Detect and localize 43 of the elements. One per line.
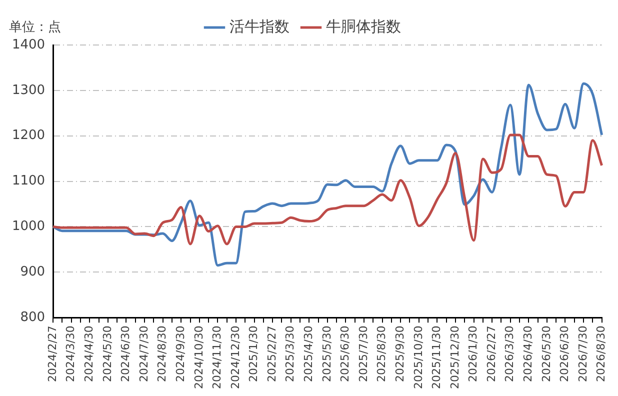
- x-tick-label: 2024/11/30: [210, 326, 224, 390]
- x-tick-label: 2024/9/30: [174, 326, 187, 382]
- x-tick-label: 2025/11/30: [430, 326, 444, 390]
- y-tick-label: 1200: [12, 128, 46, 144]
- text: 单位：点: [9, 19, 61, 36]
- x-tick-label: 2025/6/30: [338, 326, 352, 382]
- x-tick-label: 2026/2/27: [484, 326, 498, 382]
- x-tick-label: 2026/6/30: [558, 326, 572, 382]
- y-tick-label: 900: [20, 264, 46, 280]
- x-tick-label: 2024/3/30: [64, 326, 78, 382]
- line-series: [52, 82, 604, 267]
- x-tick-label: 2025/10/30: [412, 326, 425, 390]
- x-tick-label: 2024/5/30: [100, 326, 114, 382]
- x-tick-label: 2026/7/30: [576, 326, 590, 382]
- x-tick-label: 2026/5/30: [540, 326, 553, 382]
- x-tick-label: 2025/7/30: [356, 326, 370, 382]
- y-tick-label: 1300: [12, 82, 46, 98]
- x-tick-label: 2026/4/30: [521, 326, 534, 382]
- x-tick-label: 2025/9/30: [393, 326, 406, 382]
- x-tick-label: 2024/7/30: [137, 326, 150, 382]
- x-tick-label: 2026/8/30: [594, 326, 608, 382]
- y-tick-label: 1100: [12, 174, 46, 189]
- x-tick-label: 2024/10/30: [192, 326, 206, 390]
- x-tick-label: 2024/2/27: [46, 326, 59, 382]
- x-tick-label: 2024/6/30: [119, 326, 132, 382]
- y-tick-label: 800: [20, 310, 46, 325]
- x-tick-label: 2025/4/30: [302, 326, 316, 382]
- legend-label: 牛胴体指数: [326, 17, 401, 36]
- x-tick-label: 2025/1/30: [247, 326, 260, 382]
- x-tick-label: 2024/12/30: [228, 326, 242, 390]
- x-tick-label: 2025/12/30: [448, 326, 462, 390]
- x-tick-label: 2024/8/30: [156, 326, 169, 382]
- y-tick-label: 1400: [12, 37, 46, 52]
- x-tick-label: 2025/2/27: [265, 326, 278, 382]
- x-tick-label: 2026/1/30: [466, 326, 480, 382]
- x-tick-label: 2025/3/30: [284, 326, 297, 382]
- legend-label: 活牛指数: [230, 17, 290, 36]
- x-tick-label: 2025/8/30: [375, 326, 388, 382]
- x-tick-label: 2026/3/30: [503, 326, 516, 382]
- y-tick-label: 1000: [12, 219, 46, 234]
- line-series: [52, 134, 604, 246]
- x-tick-label: 2025/5/30: [320, 326, 334, 382]
- x-tick-label: 2024/4/30: [82, 326, 96, 382]
